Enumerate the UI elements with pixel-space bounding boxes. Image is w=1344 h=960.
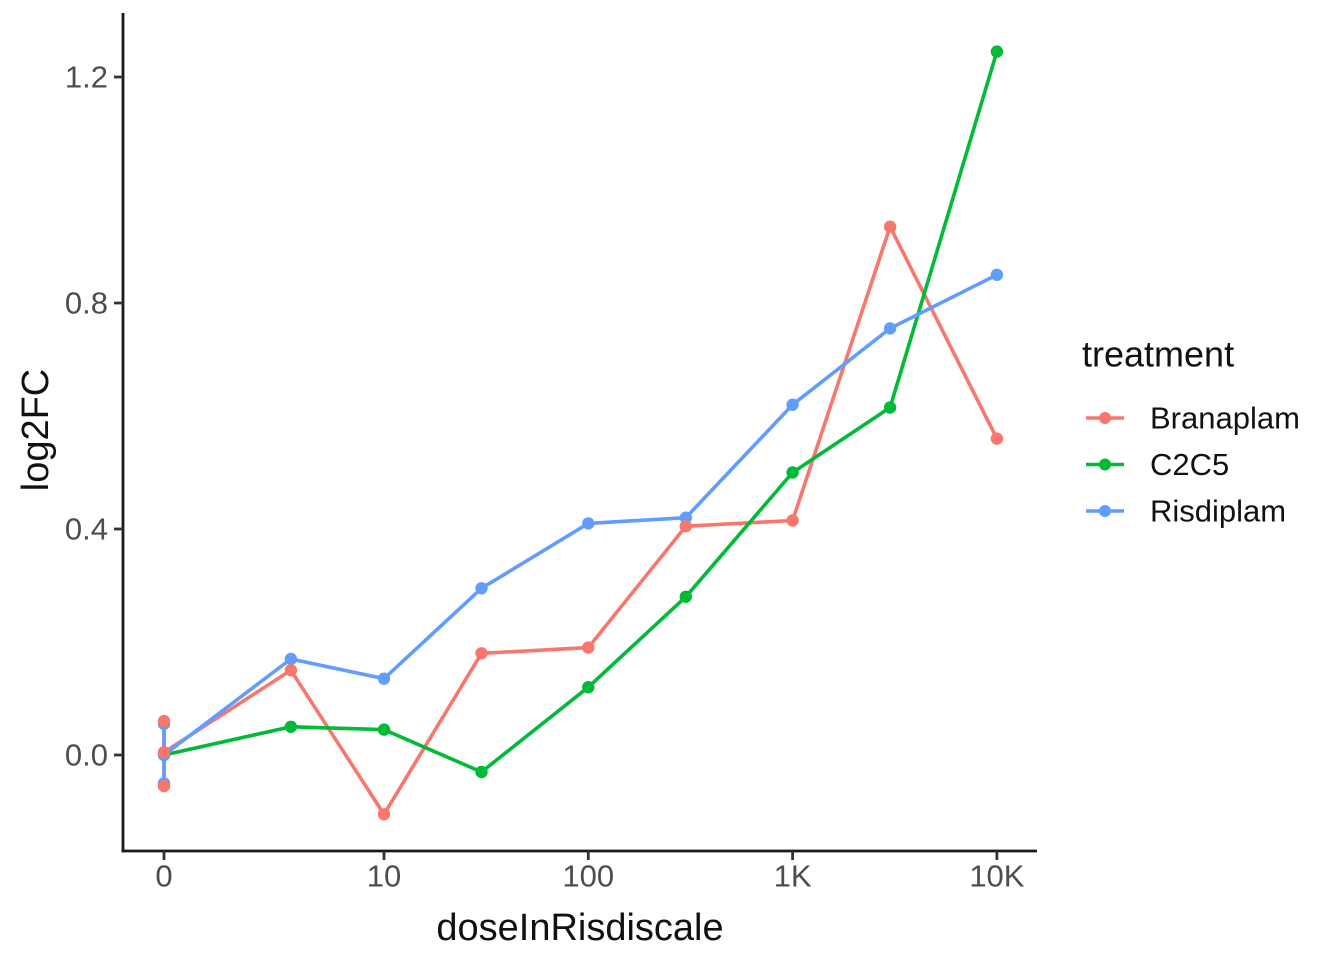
data-point-risdiplam bbox=[990, 268, 1004, 281]
data-point-risdiplam bbox=[475, 582, 488, 595]
series-line-risdiplam bbox=[162, 272, 999, 786]
data-point-c2c5 bbox=[377, 723, 391, 736]
data-point-branaplam bbox=[679, 520, 692, 533]
x-tick-label: 10 bbox=[367, 858, 401, 893]
data-point-c2c5 bbox=[883, 401, 897, 414]
legend-key-dot-branaplam bbox=[1099, 412, 1111, 424]
y-tick-label: 0.4 bbox=[65, 512, 108, 547]
x-axis-title: doseInRisdiscale bbox=[436, 907, 723, 949]
legend-label-branaplam: Branaplam bbox=[1150, 401, 1300, 436]
y-axis-title: log2FC bbox=[15, 369, 57, 492]
data-point-risdiplam bbox=[582, 517, 595, 530]
legend-title: treatment bbox=[1082, 334, 1234, 375]
data-point-c2c5 bbox=[475, 765, 488, 779]
x-tick-label: 100 bbox=[562, 858, 614, 893]
data-point-risdiplam bbox=[679, 511, 692, 524]
x-tick-label: 10K bbox=[969, 858, 1024, 893]
legend-key-dot-risdiplam bbox=[1099, 505, 1111, 517]
data-point-branaplam bbox=[786, 514, 799, 527]
data-point-c2c5 bbox=[582, 681, 595, 694]
data-point-branaplam bbox=[157, 779, 171, 793]
y-tick-label: 0.8 bbox=[65, 286, 108, 321]
data-point-branaplam bbox=[284, 664, 298, 677]
data-point-branaplam bbox=[582, 641, 595, 654]
y-tick-label: 0.0 bbox=[65, 738, 108, 773]
data-point-c2c5 bbox=[990, 45, 1004, 58]
data-point-branaplam bbox=[377, 808, 391, 821]
data-point-branaplam bbox=[157, 746, 171, 759]
legend-key-dot-c2c5 bbox=[1099, 458, 1111, 471]
data-point-branaplam bbox=[883, 220, 897, 233]
data-point-branaplam bbox=[157, 714, 171, 728]
x-tick-label: 1K bbox=[774, 858, 812, 893]
data-point-risdiplam bbox=[883, 322, 897, 335]
x-tick-label: 0 bbox=[155, 858, 172, 893]
data-point-c2c5 bbox=[679, 590, 692, 603]
data-point-c2c5 bbox=[786, 466, 799, 479]
data-point-risdiplam bbox=[284, 652, 298, 666]
data-point-branaplam bbox=[990, 432, 1004, 445]
data-point-risdiplam bbox=[377, 672, 391, 685]
data-point-risdiplam bbox=[786, 398, 799, 411]
legend-label-risdiplam: Risdiplam bbox=[1150, 494, 1286, 529]
y-tick-label: 1.2 bbox=[65, 60, 108, 95]
data-point-branaplam bbox=[475, 647, 488, 660]
data-point-c2c5 bbox=[284, 720, 298, 733]
legend-label-c2c5: C2C5 bbox=[1150, 447, 1229, 482]
